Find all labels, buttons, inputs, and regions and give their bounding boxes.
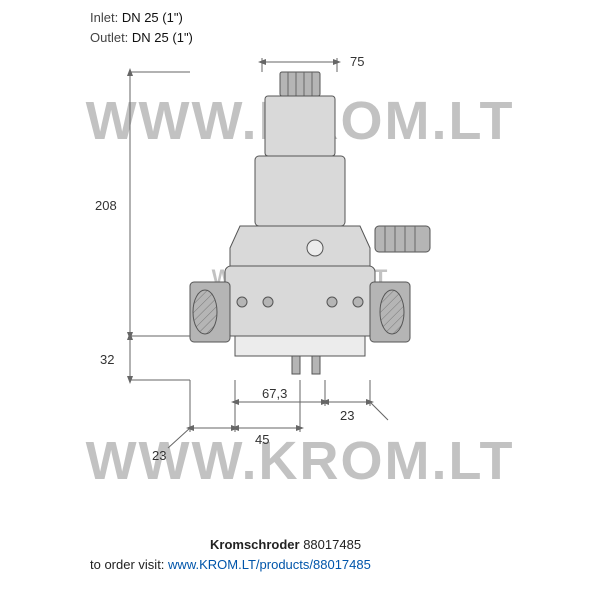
dim-top-width-label: 75	[350, 54, 364, 69]
inlet-value: DN 25 (1")	[122, 10, 183, 25]
outlet-value: DN 25 (1")	[132, 30, 193, 45]
brand-name: Kromschroder	[210, 537, 300, 552]
order-line: to order visit: www.KROM.LT/products/880…	[90, 557, 371, 572]
dim-left-offset-label: 23	[152, 448, 166, 463]
valve-assembly	[190, 72, 430, 374]
solenoid-lower	[255, 156, 345, 226]
solenoid-upper	[265, 96, 335, 156]
dim-height-main-label: 208	[95, 198, 117, 213]
order-link[interactable]: www.KROM.LT/products/88017485	[168, 557, 371, 572]
nipple-b	[312, 356, 320, 374]
dim-top-width: 75	[262, 54, 364, 72]
order-prefix: to order visit:	[90, 557, 164, 572]
side-plug	[375, 226, 430, 252]
technical-drawing: 75 208 32 67,3 23	[40, 50, 560, 520]
dim-body-width: 67,3	[235, 380, 325, 406]
baseplate	[235, 336, 365, 356]
nipple-a	[292, 356, 300, 374]
bolt-4	[353, 297, 363, 307]
bolt-3	[327, 297, 337, 307]
inlet-row: Inlet: DN 25 (1")	[90, 8, 193, 28]
housing-shoulder	[230, 226, 370, 266]
port-right	[380, 290, 404, 334]
dim-right-offset: 23	[325, 380, 388, 423]
connector-cap	[280, 72, 320, 96]
dim-height-lower: 32	[100, 336, 190, 380]
outlet-row: Outlet: DN 25 (1")	[90, 28, 193, 48]
outlet-label: Outlet:	[90, 30, 128, 45]
part-number: 88017485	[303, 537, 361, 552]
spec-block: Inlet: DN 25 (1") Outlet: DN 25 (1")	[90, 8, 193, 47]
dim-body-width-label: 67,3	[262, 386, 287, 401]
inlet-label: Inlet:	[90, 10, 118, 25]
indicator-circle	[307, 240, 323, 256]
dim-right-offset-label: 23	[340, 408, 354, 423]
bolt-2	[263, 297, 273, 307]
port-left	[193, 290, 217, 334]
dim-height-lower-label: 32	[100, 352, 114, 367]
dim-height-main: 208	[95, 72, 190, 336]
brand-line: Kromschroder 88017485	[210, 537, 361, 552]
canvas: Inlet: DN 25 (1") Outlet: DN 25 (1") WWW…	[0, 0, 600, 600]
bolt-1	[237, 297, 247, 307]
valve-body	[225, 266, 375, 336]
dim-mid-offset-label: 45	[255, 432, 269, 447]
dim-left-offset: 23	[152, 380, 235, 463]
